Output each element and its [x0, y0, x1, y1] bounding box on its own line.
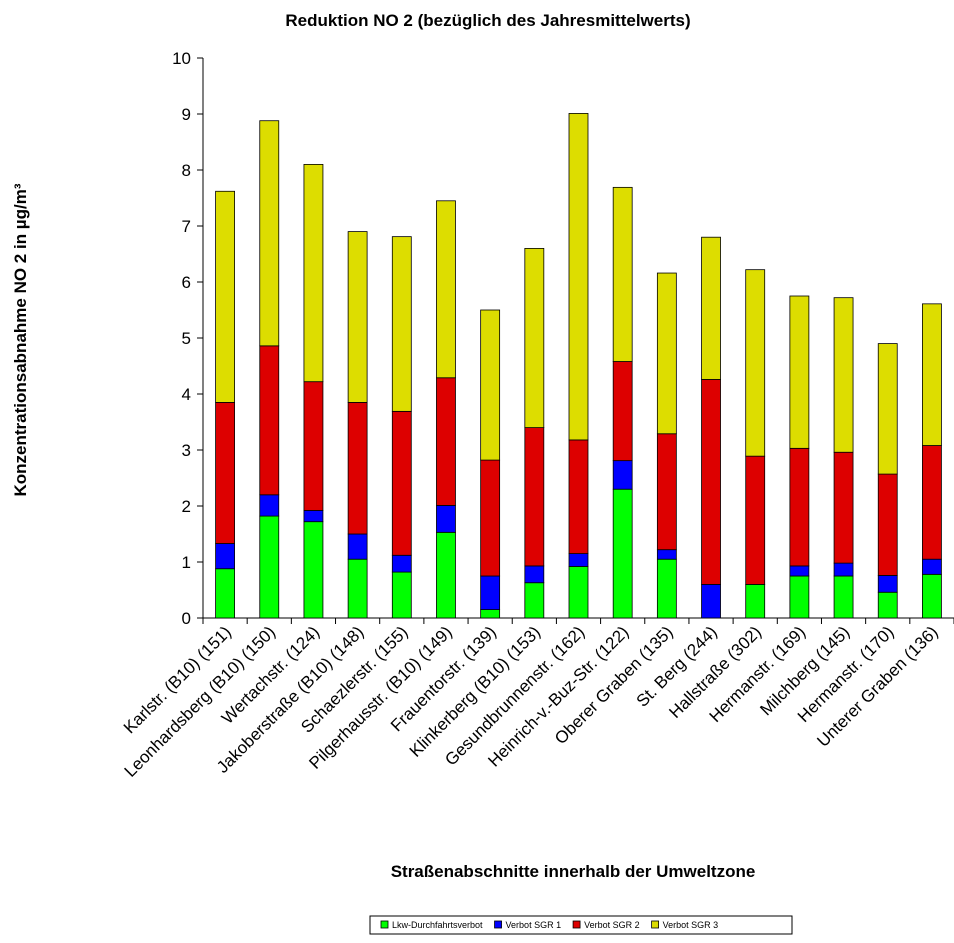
legend-label: Verbot SGR 2: [584, 920, 640, 930]
bar-segment-series-3: [391, 410, 412, 556]
bar-segment-series-4: [436, 200, 456, 379]
legend-frame: [369, 915, 793, 935]
bar-segment-series-3: [877, 473, 898, 576]
bar-segment-series-4: [524, 247, 545, 428]
y-tick-label: 2: [182, 497, 191, 516]
bar-segment-series-3: [303, 381, 324, 511]
axes: 0 1 2 3 4 5 6 7 8 9 10: [172, 49, 954, 628]
y-tick-label: 9: [182, 105, 191, 124]
bar-segment-series-3: [701, 379, 721, 585]
legend-swatch: [651, 920, 660, 929]
bar-segment-series-4: [701, 236, 721, 380]
y-axis-title-group: Konzentrationsabnahme NO 2 in µg/m³: [11, 183, 30, 496]
y-axis-title: Konzentrationsabnahme NO 2 in µg/m³: [11, 183, 30, 496]
bar-segment-series-3: [480, 459, 501, 577]
bar-segment-series-4: [745, 269, 766, 457]
bar-segment-series-4: [922, 303, 942, 446]
bar-segment-series-4: [568, 113, 589, 441]
bar-segment-series-1: [524, 582, 545, 619]
bar-segment-series-1: [215, 568, 235, 619]
x-axis-title: Straßenabschnitte innerhalb der Umweltzo…: [391, 862, 756, 881]
bar-segment-series-4: [347, 231, 368, 403]
bar-segment-series-3: [436, 377, 456, 506]
bar-segment-series-1: [789, 575, 810, 619]
bar-segment-series-1: [391, 571, 412, 619]
y-tick-label: 3: [182, 441, 191, 460]
bar-segment-series-2: [480, 575, 501, 610]
bar-segment-series-2: [877, 575, 898, 593]
y-tick-label: 4: [182, 385, 191, 404]
bar-segment-series-1: [568, 566, 589, 619]
bar-segment-series-3: [833, 451, 854, 564]
bar-segment-series-4: [391, 236, 412, 412]
bar-segment-series-2: [347, 533, 368, 560]
bar-segment-series-1: [347, 558, 368, 619]
legend-swatch: [572, 920, 581, 929]
y-tick-label: 10: [172, 49, 191, 68]
bar-segment-series-2: [436, 505, 456, 533]
bar-segment-series-4: [480, 309, 501, 461]
bar-segment-series-1: [436, 531, 456, 619]
bar-segment-series-3: [612, 361, 633, 462]
legend-label: Verbot SGR 3: [663, 920, 719, 930]
bar-segment-series-4: [877, 343, 898, 475]
y-tick-label: 0: [182, 609, 191, 628]
bar-segment-series-4: [656, 272, 677, 435]
y-tick-label: 8: [182, 161, 191, 180]
bar-segment-series-4: [259, 120, 280, 347]
bar-segment-series-4: [215, 190, 235, 403]
y-tick-label: 7: [182, 217, 191, 236]
bar-segment-series-3: [259, 345, 280, 496]
legend-swatch: [380, 920, 389, 929]
bar-segment-series-2: [303, 510, 324, 523]
bar-segment-series-3: [215, 401, 235, 544]
bar-segment-series-1: [656, 558, 677, 619]
bar-segment-series-2: [391, 554, 412, 573]
bar-segment-series-4: [303, 163, 324, 383]
chart-title: Reduktion NO 2 (bezüglich des Jahresmitt…: [285, 11, 690, 30]
bar-segment-series-4: [612, 186, 633, 362]
y-tick-label: 5: [182, 329, 191, 348]
bar-segment-series-1: [833, 575, 854, 619]
bar-segment-series-1: [612, 488, 633, 619]
bar-segment-series-3: [524, 427, 545, 567]
category-labels: Karlstr. (B10) (151)Leonhardsberg (B10) …: [120, 622, 942, 780]
bar-segment-series-2: [259, 494, 280, 517]
bar-segment-series-2: [524, 565, 545, 584]
bar-segment-series-3: [568, 439, 589, 555]
bar-segment-series-2: [789, 565, 810, 577]
bar-segment-series-2: [215, 543, 235, 570]
bar-segment-series-2: [701, 584, 721, 619]
legend-label: Lkw-Durchfahrtsverbot: [392, 920, 483, 930]
bar-segment-series-1: [303, 521, 324, 619]
y-tick-label: 1: [182, 553, 191, 572]
legend: Lkw-Durchfahrtsverbot Verbot SGR 1 Verbot …: [369, 915, 793, 935]
bars: [215, 113, 942, 619]
legend-items: Lkw-Durchfahrtsverbot Verbot SGR 1 Verbot …: [380, 920, 719, 930]
bar-segment-series-1: [480, 609, 501, 619]
bar-segment-series-4: [789, 295, 810, 449]
bar-segment-series-3: [656, 433, 677, 551]
bar-segment-series-2: [568, 553, 589, 567]
bar-segment-series-3: [789, 447, 810, 567]
bar-segment-series-2: [833, 562, 854, 577]
bar-segment-series-2: [656, 549, 677, 560]
legend-label: Verbot SGR 1: [506, 920, 562, 930]
y-tick-label: 6: [182, 273, 191, 292]
bar-segment-series-2: [922, 558, 942, 575]
bar-segment-series-3: [347, 401, 368, 535]
bar-segment-series-1: [745, 584, 766, 619]
legend-swatch: [494, 920, 502, 929]
bar-segment-series-1: [877, 591, 898, 619]
bar-segment-series-3: [745, 455, 766, 585]
bar-segment-series-4: [833, 297, 854, 453]
bar-segment-series-1: [259, 515, 280, 619]
bar-segment-series-3: [922, 445, 942, 560]
bar-segment-series-1: [922, 573, 942, 619]
bar-segment-series-2: [612, 460, 633, 490]
